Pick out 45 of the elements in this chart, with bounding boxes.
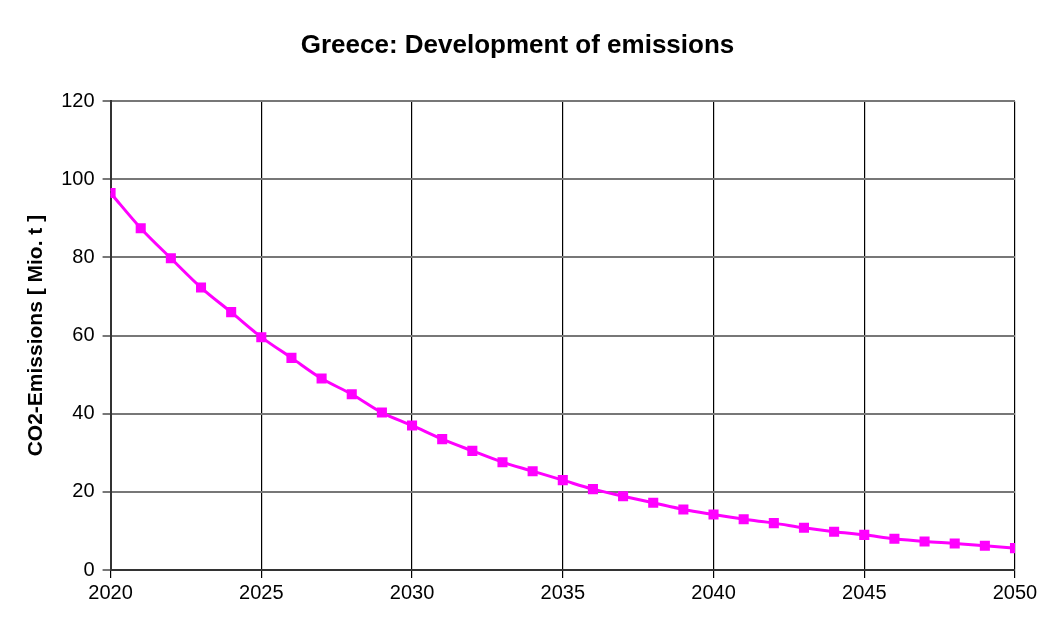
point: [829, 526, 840, 537]
point: [195, 282, 207, 293]
point: [678, 504, 689, 515]
point: [859, 529, 870, 540]
x-tick-label: 2045: [842, 580, 887, 603]
point: [949, 538, 960, 549]
point: [768, 518, 779, 529]
y-tick-label: 40: [72, 401, 95, 424]
point: [256, 332, 267, 343]
point: [407, 420, 418, 431]
x-tick-label: 2040: [691, 580, 736, 603]
point: [798, 522, 809, 533]
y-tick-label: 120: [61, 88, 95, 111]
point: [557, 475, 568, 486]
point: [618, 491, 629, 502]
point: [889, 533, 900, 544]
point: [346, 389, 357, 400]
x-tick-label: 2020: [88, 580, 133, 603]
point: [286, 352, 297, 363]
point: [708, 509, 719, 520]
point: [226, 307, 237, 318]
point: [376, 407, 387, 418]
point: [648, 497, 659, 508]
point: [979, 540, 990, 551]
y-axis-title: CO2-Emissions [ Mio. t ]: [23, 214, 47, 457]
point: [316, 373, 327, 384]
point: [587, 484, 598, 495]
y-tick-label: 20: [72, 479, 95, 502]
point: [738, 514, 749, 525]
y-tick-label: 0: [83, 557, 95, 580]
chart-title: Greece: Development of emissions: [300, 28, 735, 59]
point: [919, 536, 930, 547]
x-tick-label: 2050: [992, 580, 1038, 603]
point: [527, 466, 538, 477]
x-tick-label: 2030: [389, 580, 435, 603]
y-tick-label: 60: [72, 323, 95, 346]
point: [165, 253, 176, 264]
x-tick-label: 2025: [239, 580, 284, 603]
x-tick-label: 2035: [540, 580, 586, 603]
y-tick-label: 80: [72, 244, 95, 267]
point: [497, 457, 508, 468]
point: [467, 445, 478, 456]
y-tick-label: 100: [61, 166, 95, 189]
point: [135, 223, 146, 234]
point: [437, 434, 448, 445]
